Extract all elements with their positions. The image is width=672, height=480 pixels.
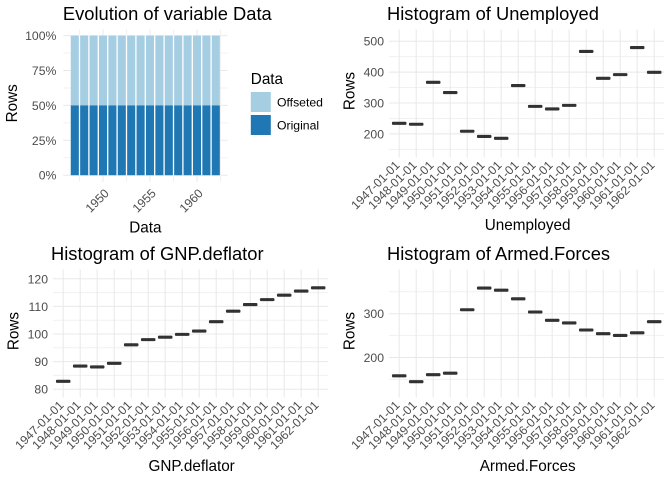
svg-text:110: 110 — [29, 300, 49, 314]
svg-text:400: 400 — [364, 66, 385, 80]
svg-text:500: 500 — [364, 35, 385, 49]
svg-text:Rows: Rows — [341, 312, 358, 351]
svg-text:200: 200 — [364, 351, 385, 365]
svg-text:50%: 50% — [32, 99, 57, 113]
svg-text:300: 300 — [364, 307, 385, 321]
svg-text:Armed.Forces: Armed.Forces — [480, 458, 576, 475]
svg-text:Histogram of Armed.Forces: Histogram of Armed.Forces — [387, 243, 610, 264]
svg-text:Data: Data — [129, 220, 162, 237]
svg-text:200: 200 — [364, 127, 385, 141]
svg-text:GNP.deflator: GNP.deflator — [149, 458, 235, 475]
svg-text:Rows: Rows — [4, 84, 21, 123]
svg-text:100: 100 — [28, 327, 49, 341]
svg-text:Unemployed: Unemployed — [485, 217, 571, 234]
svg-text:Offseted: Offseted — [277, 95, 323, 109]
svg-text:75%: 75% — [32, 64, 57, 78]
svg-text:300: 300 — [364, 96, 385, 110]
svg-text:Histogram of Unemployed: Histogram of Unemployed — [387, 3, 599, 24]
svg-text:Rows: Rows — [5, 312, 22, 351]
svg-text:Data: Data — [251, 71, 284, 88]
svg-text:Histogram of GNP.deflator: Histogram of GNP.deflator — [51, 243, 264, 264]
svg-text:0%: 0% — [39, 169, 57, 183]
svg-text:Original: Original — [277, 118, 319, 132]
svg-text:120: 120 — [28, 272, 49, 286]
svg-text:90: 90 — [34, 355, 48, 369]
svg-text:80: 80 — [34, 383, 48, 397]
svg-text:Evolution of variable Data: Evolution of variable Data — [63, 3, 273, 24]
svg-text:100%: 100% — [25, 29, 56, 43]
svg-text:25%: 25% — [32, 134, 57, 148]
svg-text:Rows: Rows — [341, 72, 358, 111]
